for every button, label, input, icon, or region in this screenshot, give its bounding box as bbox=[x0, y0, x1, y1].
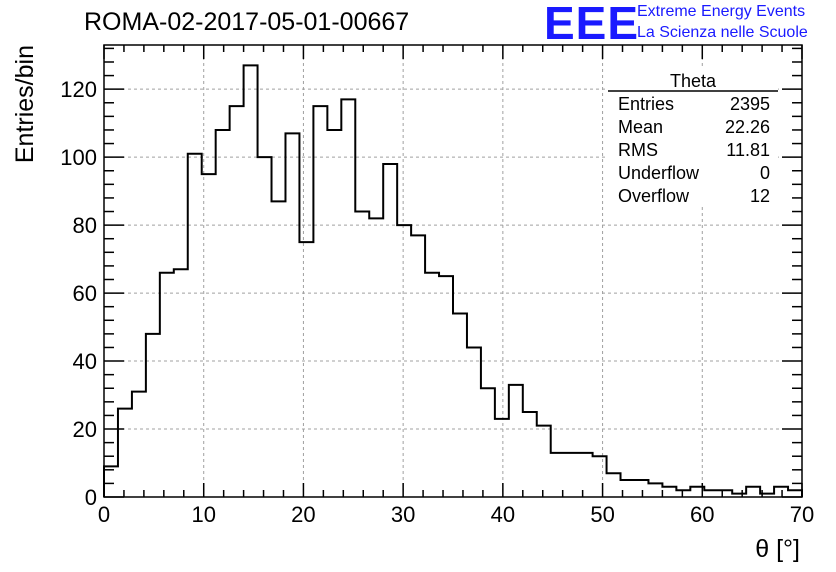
y-tick-label: 80 bbox=[73, 213, 97, 238]
x-tick-label: 70 bbox=[790, 502, 814, 527]
logo-subtitle-line2: La Scienza nelle Scuole bbox=[637, 24, 808, 41]
stats-row-value: 11.81 bbox=[726, 140, 770, 160]
stats-box: Theta Entries 2395 Mean 22.26 RMS 11.81 Underf… bbox=[608, 68, 778, 207]
stats-row-value: 2395 bbox=[730, 94, 770, 114]
x-tick-label: 60 bbox=[690, 502, 714, 527]
x-tick-label: 50 bbox=[590, 502, 614, 527]
x-tick-label: 30 bbox=[391, 502, 415, 527]
stats-row-label: Mean bbox=[618, 117, 663, 137]
logo-subtitle-line1: Extreme Energy Events bbox=[637, 3, 806, 20]
stats-row-label: RMS bbox=[618, 140, 658, 160]
axis-ticks bbox=[103, 45, 803, 498]
stats-row-value: 0 bbox=[760, 163, 770, 183]
plot-frame bbox=[103, 44, 803, 498]
eee-logo: EEE bbox=[544, 0, 640, 49]
y-tick-label: 60 bbox=[73, 281, 97, 306]
y-tick-label: 40 bbox=[73, 349, 97, 374]
stats-row-value: 22.26 bbox=[725, 117, 770, 137]
x-tick-label: 40 bbox=[491, 502, 515, 527]
x-tick-label: 0 bbox=[98, 502, 110, 527]
x-axis-label: θ [°] bbox=[755, 535, 800, 563]
histogram-series bbox=[103, 64, 803, 497]
y-tick-label: 120 bbox=[60, 77, 97, 102]
stats-row-value: 12 bbox=[750, 186, 770, 206]
y-tick-label: 20 bbox=[73, 417, 97, 442]
x-tick-label: 20 bbox=[291, 502, 315, 527]
y-axis-label: Entries/bin bbox=[11, 45, 39, 163]
stats-row-label: Underflow bbox=[618, 163, 700, 183]
stats-title: Theta bbox=[670, 71, 717, 91]
stats-row-label: Overflow bbox=[618, 186, 690, 206]
x-tick-label: 10 bbox=[191, 502, 215, 527]
stats-rows: Entries 2395 Mean 22.26 RMS 11.81 Underflow 0 Ov… bbox=[618, 94, 770, 206]
y-tick-label: 100 bbox=[60, 145, 97, 170]
y-tick-label: 0 bbox=[85, 485, 97, 510]
stats-row-label: Entries bbox=[618, 94, 674, 114]
histogram-title: ROMA-02-2017-05-01-00667 bbox=[84, 8, 410, 36]
